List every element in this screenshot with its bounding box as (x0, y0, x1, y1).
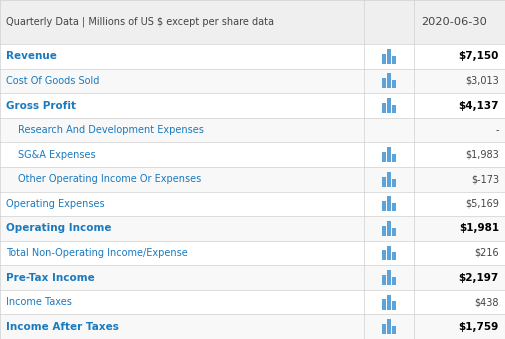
FancyBboxPatch shape (0, 216, 505, 241)
FancyBboxPatch shape (392, 326, 396, 334)
FancyBboxPatch shape (387, 196, 391, 211)
Text: 2020-06-30: 2020-06-30 (422, 17, 487, 27)
FancyBboxPatch shape (0, 192, 505, 216)
Text: $7,150: $7,150 (459, 52, 499, 61)
FancyBboxPatch shape (392, 80, 396, 88)
FancyBboxPatch shape (0, 118, 505, 142)
Text: $2,197: $2,197 (459, 273, 499, 282)
Text: Pre-Tax Income: Pre-Tax Income (6, 273, 95, 282)
FancyBboxPatch shape (392, 252, 396, 260)
FancyBboxPatch shape (382, 299, 386, 310)
Text: $1,981: $1,981 (459, 223, 499, 233)
FancyBboxPatch shape (387, 98, 391, 113)
FancyBboxPatch shape (0, 142, 505, 167)
Text: $3,013: $3,013 (465, 76, 499, 86)
FancyBboxPatch shape (392, 203, 396, 211)
FancyBboxPatch shape (392, 179, 396, 187)
Text: $5,169: $5,169 (465, 199, 499, 209)
FancyBboxPatch shape (387, 74, 391, 88)
FancyBboxPatch shape (387, 245, 391, 260)
FancyBboxPatch shape (382, 152, 386, 162)
Text: Income After Taxes: Income After Taxes (6, 322, 119, 332)
FancyBboxPatch shape (387, 221, 391, 236)
FancyBboxPatch shape (0, 93, 505, 118)
FancyBboxPatch shape (382, 78, 386, 88)
FancyBboxPatch shape (387, 319, 391, 334)
FancyBboxPatch shape (382, 275, 386, 285)
FancyBboxPatch shape (382, 250, 386, 260)
FancyBboxPatch shape (0, 0, 505, 44)
Text: $1,759: $1,759 (459, 322, 499, 332)
Text: Operating Expenses: Operating Expenses (6, 199, 105, 209)
Text: Cost Of Goods Sold: Cost Of Goods Sold (6, 76, 99, 86)
FancyBboxPatch shape (382, 201, 386, 211)
FancyBboxPatch shape (392, 56, 396, 64)
FancyBboxPatch shape (0, 167, 505, 192)
Text: $438: $438 (474, 297, 499, 307)
FancyBboxPatch shape (387, 49, 391, 64)
FancyBboxPatch shape (0, 315, 505, 339)
FancyBboxPatch shape (392, 105, 396, 113)
Text: $216: $216 (474, 248, 499, 258)
FancyBboxPatch shape (382, 226, 386, 236)
Text: Gross Profit: Gross Profit (6, 101, 76, 111)
FancyBboxPatch shape (392, 277, 396, 285)
Text: $-173: $-173 (471, 174, 499, 184)
FancyBboxPatch shape (0, 68, 505, 93)
FancyBboxPatch shape (392, 301, 396, 310)
FancyBboxPatch shape (387, 295, 391, 310)
Text: Quarterly Data | Millions of US $ except per share data: Quarterly Data | Millions of US $ except… (6, 17, 274, 27)
Text: Total Non-Operating Income/Expense: Total Non-Operating Income/Expense (6, 248, 188, 258)
FancyBboxPatch shape (0, 265, 505, 290)
Text: Operating Income: Operating Income (6, 223, 112, 233)
Text: Other Operating Income Or Expenses: Other Operating Income Or Expenses (18, 174, 201, 184)
FancyBboxPatch shape (392, 154, 396, 162)
FancyBboxPatch shape (382, 103, 386, 113)
FancyBboxPatch shape (392, 228, 396, 236)
FancyBboxPatch shape (382, 177, 386, 187)
FancyBboxPatch shape (387, 270, 391, 285)
Text: SG&A Expenses: SG&A Expenses (18, 150, 95, 160)
FancyBboxPatch shape (382, 54, 386, 64)
FancyBboxPatch shape (0, 290, 505, 315)
Text: -: - (495, 125, 499, 135)
Text: Research And Development Expenses: Research And Development Expenses (18, 125, 204, 135)
FancyBboxPatch shape (382, 324, 386, 334)
Text: $4,137: $4,137 (459, 101, 499, 111)
FancyBboxPatch shape (387, 147, 391, 162)
Text: $1,983: $1,983 (465, 150, 499, 160)
FancyBboxPatch shape (0, 44, 505, 68)
Text: Revenue: Revenue (6, 52, 57, 61)
FancyBboxPatch shape (387, 172, 391, 187)
Text: Income Taxes: Income Taxes (6, 297, 72, 307)
FancyBboxPatch shape (0, 241, 505, 265)
